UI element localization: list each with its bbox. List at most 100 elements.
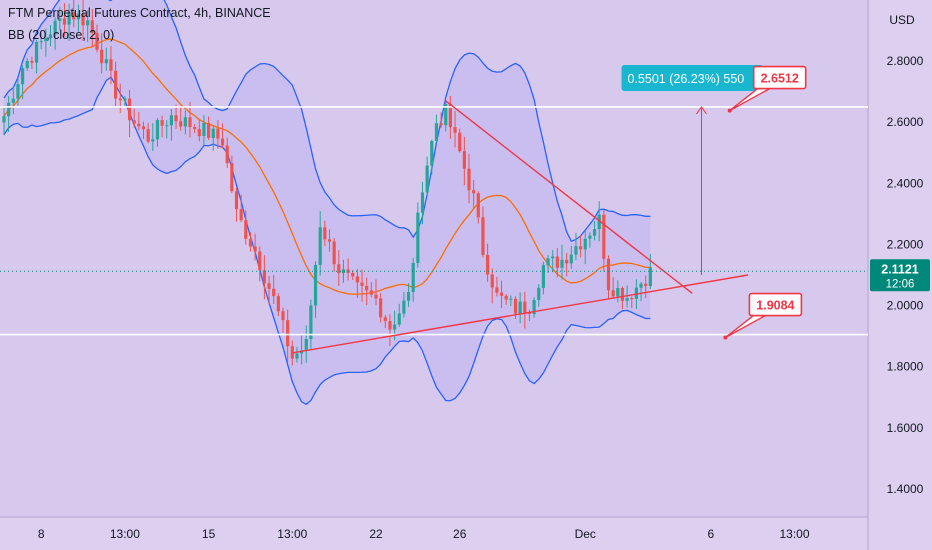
- callout-box: [748, 292, 803, 317]
- candle-body: [509, 298, 513, 300]
- candle-body: [76, 13, 80, 20]
- price-tick-label: 2.2000: [887, 237, 924, 251]
- candle: [276, 293, 280, 317]
- candle: [555, 247, 559, 278]
- candle: [439, 112, 443, 129]
- candle-body: [583, 238, 587, 250]
- candle-body: [448, 104, 452, 128]
- candle-body: [16, 84, 20, 99]
- candle-body: [481, 217, 485, 255]
- candle-body: [272, 288, 276, 297]
- candle: [304, 325, 308, 363]
- candle: [234, 187, 239, 222]
- candle-body: [532, 299, 536, 315]
- candle-body: [355, 276, 359, 283]
- candle: [183, 110, 187, 135]
- price-callout: 2.6512: [727, 65, 807, 113]
- candle-body: [137, 123, 141, 127]
- price-tick-label: 2.0000: [887, 299, 924, 313]
- candle: [644, 275, 648, 299]
- candle-body: [225, 145, 229, 164]
- time-tick-label: 15: [202, 527, 216, 541]
- candle: [118, 83, 122, 113]
- candle-body: [453, 127, 457, 133]
- candle-body: [458, 132, 462, 152]
- candle: [360, 269, 364, 302]
- candle: [281, 307, 285, 333]
- last-price-label-box: [870, 259, 930, 292]
- candle-body: [476, 193, 480, 218]
- candle-body: [11, 98, 15, 103]
- candle-body: [406, 292, 411, 301]
- candle: [341, 259, 346, 283]
- bollinger-bands: [3, 0, 651, 406]
- candle: [551, 250, 555, 273]
- candle-body: [39, 41, 43, 43]
- candle: [258, 246, 262, 282]
- candle: [588, 232, 592, 248]
- candle: [527, 309, 532, 321]
- candle-body: [588, 235, 592, 239]
- measure-label-box: [621, 64, 764, 91]
- candle: [630, 296, 634, 309]
- candle-body: [555, 256, 559, 268]
- candle-body: [25, 60, 29, 69]
- candle-body: [123, 98, 127, 101]
- candle-body: [67, 12, 71, 25]
- drawings[interactable]: 0.5501 (26.23%) 550 2.6512 1.9084: [0, 64, 868, 354]
- candle: [453, 110, 457, 148]
- candle: [239, 194, 243, 223]
- candle-body: [151, 139, 155, 142]
- candle-body: [220, 138, 225, 146]
- candle-body: [258, 251, 262, 271]
- candle: [309, 299, 313, 350]
- callout-text: 2.6512: [761, 72, 799, 86]
- candle: [448, 95, 452, 139]
- candle: [30, 56, 34, 69]
- candle: [244, 210, 248, 245]
- candle-body: [160, 120, 164, 126]
- candle-body: [72, 12, 76, 20]
- candle: [504, 294, 508, 305]
- candle-body: [383, 317, 387, 322]
- candle: [225, 137, 229, 169]
- candle-body: [262, 270, 266, 284]
- candle: [21, 65, 25, 100]
- candle: [179, 107, 183, 131]
- candle-body: [183, 117, 187, 127]
- candle-body: [360, 282, 364, 286]
- time-tick-label: 8: [38, 527, 45, 541]
- candle-body: [611, 290, 615, 297]
- candle: [541, 261, 545, 295]
- time-axis-background: [0, 517, 868, 550]
- candle-body: [513, 298, 518, 314]
- candle: [262, 255, 266, 300]
- candle-body: [579, 246, 583, 250]
- measure-label-text: 0.5501 (26.23%) 550: [628, 72, 745, 86]
- candle-body: [490, 274, 494, 288]
- callout-anchor-dot: [727, 108, 732, 113]
- candle-body: [174, 115, 178, 122]
- candle: [220, 123, 225, 149]
- candle-body: [267, 283, 271, 289]
- trendline: [292, 274, 749, 354]
- callout-box: [752, 65, 807, 90]
- measure-arrowhead: [696, 106, 707, 115]
- candle: [365, 277, 369, 306]
- candle-body: [281, 311, 285, 321]
- candle: [109, 46, 113, 85]
- bb-lower-band: [3, 76, 651, 406]
- candle: [123, 96, 127, 108]
- candle-body: [276, 296, 280, 312]
- time-tick-label: 13:00: [277, 527, 307, 541]
- candle-body: [313, 264, 318, 306]
- candle-body: [416, 212, 420, 263]
- candle-body: [90, 20, 94, 33]
- candle-body: [188, 117, 192, 127]
- candle-body: [625, 298, 629, 301]
- candle-body: [560, 259, 564, 268]
- candle: [606, 255, 611, 299]
- candle: [86, 10, 90, 43]
- candle: [151, 123, 155, 151]
